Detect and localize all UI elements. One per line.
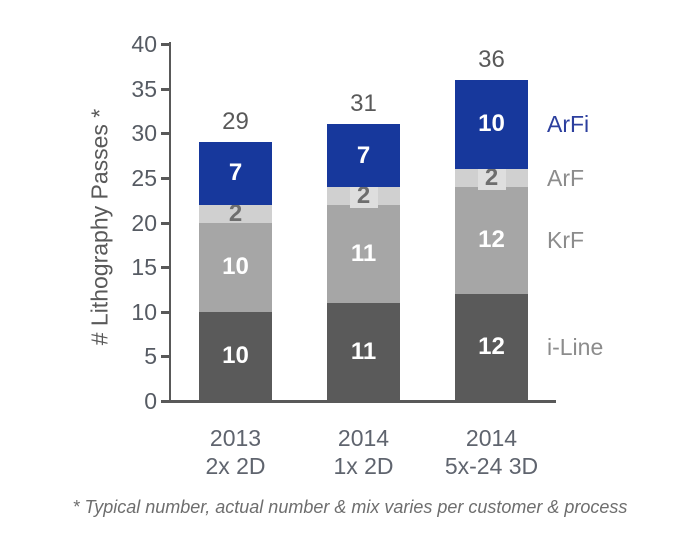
x-category-line2: 1x 2D xyxy=(333,453,394,479)
chart-footnote: * Typical number, actual number & mix va… xyxy=(72,497,628,517)
y-tick-mark xyxy=(161,222,169,225)
y-tick-mark xyxy=(161,88,169,91)
segment-value-label: 12 xyxy=(478,226,505,253)
bar-segment-i-Line xyxy=(455,294,528,401)
y-tick-label: 0 xyxy=(144,388,157,414)
y-tick-label: 15 xyxy=(131,254,157,280)
x-category-line1: 2014 xyxy=(465,425,518,451)
y-axis-line xyxy=(169,42,171,402)
bar-segment-KrF xyxy=(199,223,272,312)
legend-label-ArF: ArF xyxy=(547,165,585,191)
x-category-label: 2014 1x 2D xyxy=(294,424,434,480)
y-tick-mark xyxy=(161,400,169,403)
y-tick-label: 35 xyxy=(131,76,157,102)
x-category-line2: 5x-24 3D xyxy=(444,453,539,479)
segment-value-label: 7 xyxy=(356,142,371,169)
y-tick-mark xyxy=(161,266,169,269)
bar-segment-ArFi xyxy=(327,124,400,187)
y-axis-title: # Lithography Passes * xyxy=(86,108,113,346)
segment-value-label: 2 xyxy=(228,200,243,227)
bar-segment-i-Line xyxy=(199,312,272,401)
x-category-label: 2014 5x-24 3D xyxy=(422,424,562,480)
bar-segment-KrF xyxy=(327,205,400,303)
bar-total-label: 29 xyxy=(222,108,249,135)
segment-value-label: 11 xyxy=(350,240,377,267)
legend-label-i-Line: i-Line xyxy=(547,334,604,360)
y-tick-mark xyxy=(161,43,169,46)
y-tick-mark xyxy=(161,132,169,135)
y-tick-mark xyxy=(161,355,169,358)
x-axis-line xyxy=(169,400,556,403)
segment-value-label: 10 xyxy=(222,342,249,369)
x-category-line1: 2014 xyxy=(337,425,390,451)
y-tick-label: 5 xyxy=(144,343,157,369)
segment-value-label: 7 xyxy=(228,159,243,186)
segment-value-label: 12 xyxy=(478,333,505,360)
x-category-label: 2013 2x 2D xyxy=(166,424,306,480)
x-category-line2: 2x 2D xyxy=(205,453,266,479)
bar-segment-ArFi xyxy=(455,80,528,169)
x-category-line1: 2013 xyxy=(209,425,262,451)
legend-label-KrF: KrF xyxy=(547,227,585,253)
bar-segment-ArFi xyxy=(199,142,272,205)
segment-value-label: 2 xyxy=(356,182,371,209)
y-tick-label: 40 xyxy=(131,31,157,57)
y-tick-label: 30 xyxy=(131,120,157,146)
legend-label-ArFi: ArFi xyxy=(547,111,590,137)
bar-segment-ArF xyxy=(199,205,272,223)
segment-value-label: 2 xyxy=(484,164,499,191)
y-tick-mark xyxy=(161,177,169,180)
bar-segment-KrF xyxy=(455,187,528,294)
segment-value-label: 11 xyxy=(350,338,377,365)
y-tick-label: 25 xyxy=(131,165,157,191)
y-tick-label: 20 xyxy=(131,210,157,236)
y-tick-mark xyxy=(161,311,169,314)
segment-value-label: 10 xyxy=(222,253,249,280)
y-tick-label: 10 xyxy=(131,299,157,325)
segment-label-box xyxy=(349,184,378,208)
bar-total-label: 36 xyxy=(478,46,505,73)
segment-value-label: 10 xyxy=(478,110,505,137)
bar-segment-i-Line xyxy=(327,303,400,401)
bar-total-label: 31 xyxy=(350,90,377,117)
segment-label-box xyxy=(477,166,506,190)
